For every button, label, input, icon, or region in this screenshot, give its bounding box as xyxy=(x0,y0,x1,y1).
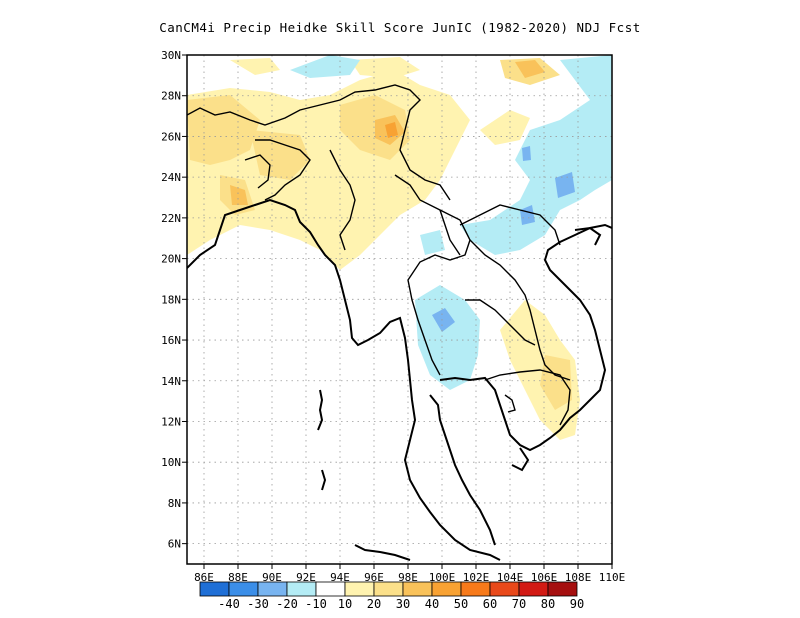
skill-region-negative-mid xyxy=(520,205,535,225)
lon-tick-label: 92E xyxy=(296,571,316,584)
latitude-axis: 30N 28N 26N 24N 22N 20N 18N 16N 14N 12N 10N 8N 6N xyxy=(161,49,187,551)
colorbar-swatch xyxy=(489,581,520,597)
map-gridlines xyxy=(187,55,612,564)
skill-region-positive xyxy=(480,110,530,145)
lat-tick-label: 24N xyxy=(161,171,181,184)
colorbar-label: 90 xyxy=(570,597,584,611)
lon-tick-label: 106E xyxy=(531,571,558,584)
lat-tick-label: 6N xyxy=(168,538,181,551)
colorbar-swatch xyxy=(257,581,288,597)
skill-region-positive-peak xyxy=(385,122,398,138)
colorbar-swatch xyxy=(518,581,549,597)
skill-score-field xyxy=(187,55,612,440)
skill-region-positive-high xyxy=(230,185,248,205)
colorbar-label: 30 xyxy=(396,597,410,611)
lat-tick-label: 18N xyxy=(161,293,181,306)
colorbar-swatch xyxy=(547,581,578,597)
skill-region-positive xyxy=(350,57,420,78)
lon-tick-label: 110E xyxy=(599,571,626,584)
skill-region-negative-mid xyxy=(432,308,455,332)
lon-tick-label: 86E xyxy=(194,571,214,584)
skill-region-negative-mid xyxy=(522,146,531,161)
lon-tick-label: 88E xyxy=(228,571,248,584)
lat-tick-label: 20N xyxy=(161,253,181,266)
skill-region-negative-mid xyxy=(555,172,575,198)
colorbar-swatch xyxy=(228,581,259,597)
skill-region-negative xyxy=(290,55,360,78)
skill-region-negative xyxy=(460,55,612,255)
lon-tick-label: 100E xyxy=(429,571,456,584)
lon-tick-label: 94E xyxy=(330,571,350,584)
colorbar-swatch xyxy=(199,581,230,597)
colorbar-swatch xyxy=(344,581,375,597)
lon-tick-label: 96E xyxy=(364,571,384,584)
lon-tick-label: 104E xyxy=(497,571,524,584)
skill-region-negative xyxy=(420,230,445,255)
colorbar-label: -10 xyxy=(305,597,327,611)
colorbar-label: 70 xyxy=(512,597,526,611)
lat-tick-label: 22N xyxy=(161,212,181,225)
colorbar-swatch xyxy=(315,581,346,597)
colorbar-label: 10 xyxy=(338,597,352,611)
skill-region-positive-mid xyxy=(187,95,260,165)
skill-region-positive-high xyxy=(515,60,545,78)
colorbar-swatch xyxy=(431,581,462,597)
lat-tick-label: 10N xyxy=(161,456,181,469)
lon-tick-label: 90E xyxy=(262,571,282,584)
coastlines xyxy=(187,198,612,561)
colorbar-label: -40 xyxy=(218,597,240,611)
lon-tick-label: 102E xyxy=(463,571,490,584)
skill-region-positive xyxy=(230,58,280,75)
colorbar-swatch xyxy=(373,581,404,597)
colorbar: -40 -30 -20 -10 10 20 30 40 50 60 70 80 90 xyxy=(199,581,584,611)
colorbar-label: -30 xyxy=(247,597,269,611)
colorbar-swatch xyxy=(402,581,433,597)
skill-region-negative xyxy=(415,285,480,390)
lat-tick-label: 26N xyxy=(161,130,181,143)
lat-tick-label: 30N xyxy=(161,49,181,62)
colorbar-swatch xyxy=(286,581,317,597)
map-frame xyxy=(186,54,613,565)
lat-tick-label: 8N xyxy=(168,497,181,510)
lat-tick-label: 16N xyxy=(161,334,181,347)
lon-tick-label: 108E xyxy=(565,571,592,584)
lat-tick-label: 12N xyxy=(161,415,181,428)
lat-tick-label: 14N xyxy=(161,375,181,388)
country-borders xyxy=(187,84,571,426)
colorbar-label: -20 xyxy=(276,597,298,611)
lat-tick-label: 28N xyxy=(161,90,181,103)
colorbar-label: 20 xyxy=(367,597,381,611)
colorbar-label: 50 xyxy=(454,597,468,611)
colorbar-label: 60 xyxy=(483,597,497,611)
skill-region-positive-mid xyxy=(250,130,310,180)
colorbar-label: 40 xyxy=(425,597,439,611)
colorbar-swatch xyxy=(460,581,491,597)
colorbar-label: 80 xyxy=(541,597,555,611)
longitude-axis: 86E 88E 90E 92E 94E 96E 98E 100E 102E 104E 106E 108… xyxy=(194,564,625,584)
lon-tick-label: 98E xyxy=(398,571,418,584)
map-title: CanCM4i Precip Heidke Skill Score JunIC … xyxy=(159,20,641,35)
